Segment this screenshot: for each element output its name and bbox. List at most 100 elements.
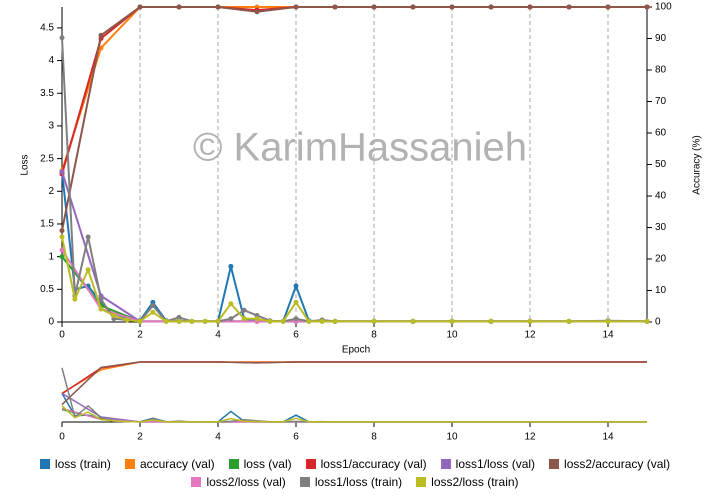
point [241, 307, 247, 313]
point [111, 312, 117, 318]
point [280, 318, 286, 324]
y2-tick-label: 90 [655, 33, 667, 44]
legend-item[interactable]: accuracy (val) [124, 457, 215, 471]
legend-item[interactable]: loss1/accuracy (val) [305, 457, 427, 471]
point [215, 4, 221, 10]
y2-tick-label: 30 [655, 222, 667, 233]
point [527, 4, 533, 10]
point [410, 318, 416, 324]
x-tick-label: 6 [293, 330, 299, 341]
legend-item[interactable]: loss2/loss (train) [416, 475, 519, 489]
point [566, 4, 572, 10]
legend-item[interactable]: loss2/loss (val) [191, 475, 286, 489]
series-line [61, 171, 647, 323]
legend-item[interactable]: loss (val) [228, 457, 292, 471]
point [644, 4, 650, 10]
legend-item[interactable]: loss (train) [39, 457, 111, 471]
overview-x-tick-label: 2 [137, 432, 143, 443]
overview-x-tick-label: 4 [215, 432, 221, 443]
x-tick-label: 12 [524, 330, 536, 341]
point [488, 4, 494, 10]
y2-tick-label: 0 [655, 317, 661, 328]
y-tick-label: 1 [48, 251, 54, 262]
overview-line [61, 392, 647, 423]
y-tick-label: 2.5 [40, 153, 54, 164]
point [306, 318, 312, 324]
y2-tick-label: 60 [655, 128, 667, 139]
point [293, 4, 299, 10]
y2-tick-label: 100 [655, 2, 672, 13]
legend-item[interactable]: loss1/loss (train) [299, 475, 402, 489]
y-tick-label: 4.5 [40, 23, 54, 34]
y-tick-label: 3 [48, 121, 54, 132]
overview-line [61, 367, 648, 423]
point [137, 4, 143, 10]
x-axis-label: Epoch [342, 345, 370, 356]
point [59, 228, 65, 234]
point [72, 296, 78, 302]
point [85, 267, 91, 273]
y2-tick-label: 50 [655, 159, 667, 170]
legend: loss (train) accuracy (val) loss (val) loss… [30, 457, 680, 489]
legend-label: loss1/accuracy (val) [320, 457, 427, 471]
watermark: © KarimHassanieh [193, 126, 527, 170]
point [241, 316, 247, 322]
overview-x-tick-label: 6 [293, 432, 299, 443]
legend-label: loss1/loss (val) [455, 457, 536, 471]
x-tick-label: 14 [602, 330, 614, 341]
point [332, 318, 338, 324]
point [163, 318, 169, 324]
point [371, 318, 377, 324]
point [605, 318, 611, 324]
x-tick-label: 10 [446, 330, 458, 341]
point [215, 318, 221, 324]
legend-label: loss2/accuracy (val) [564, 457, 671, 471]
overview-x-tick-label: 14 [602, 432, 614, 443]
point [98, 32, 104, 38]
y2-tick-label: 70 [655, 96, 667, 107]
overview-x-tick-label: 8 [371, 432, 377, 443]
chart: © KarimHassanieh Epoch Loss Accuracy (%)… [20, 2, 703, 443]
legend-swatch [549, 459, 560, 469]
point [449, 318, 455, 324]
point [59, 234, 65, 240]
series-line [61, 6, 647, 231]
point [228, 263, 234, 269]
x-tick-label: 0 [59, 330, 65, 341]
point [488, 318, 494, 324]
legend-item[interactable]: loss1/loss (val) [440, 457, 536, 471]
point [59, 169, 65, 175]
x-tick-label: 2 [137, 330, 143, 341]
point [605, 4, 611, 10]
series-line [61, 256, 647, 323]
point [59, 35, 65, 41]
y-tick-label: 0.5 [40, 284, 54, 295]
point [176, 4, 182, 10]
overview-line [61, 361, 647, 394]
legend-swatch [124, 459, 135, 469]
point [527, 318, 533, 324]
point [293, 316, 299, 322]
legend-item[interactable]: loss2/accuracy (val) [549, 457, 670, 471]
legend-swatch [39, 459, 50, 469]
point [371, 4, 377, 10]
overview-line [61, 361, 647, 395]
point [267, 318, 273, 324]
y-tick-label: 0 [48, 317, 54, 328]
y-tick-label: 2 [48, 186, 54, 197]
point [228, 316, 234, 322]
legend-label: loss (train) [54, 457, 111, 471]
y2-tick-label: 10 [655, 285, 667, 296]
y-tick-label: 3.5 [40, 88, 54, 99]
point [332, 4, 338, 10]
legend-swatch [305, 459, 316, 469]
point [410, 4, 416, 10]
legend-swatch [191, 477, 202, 487]
point [98, 296, 104, 302]
series-line [61, 171, 647, 323]
overview-line [61, 361, 647, 406]
y-tick-label: 1.5 [40, 219, 54, 230]
y2-axis-label: Accuracy (%) [692, 135, 703, 194]
point [449, 4, 455, 10]
y2-tick-label: 80 [655, 65, 667, 76]
